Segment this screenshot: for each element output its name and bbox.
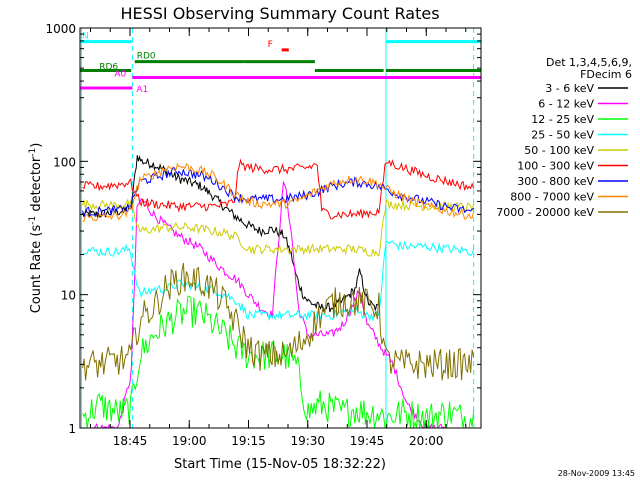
y-axis-label-sup: -1	[28, 216, 38, 225]
y-axis-label-mid: detector	[29, 156, 44, 216]
series-line-4	[82, 198, 475, 257]
x-tick-label: 18:45	[113, 434, 148, 448]
axes: 1 10 100 1000 18:45 19:00 19:15 19:30 19:45 20:00	[45, 22, 482, 448]
x-axis-label: Start Time (15-Nov-05 18:32:22)	[174, 457, 386, 472]
annotation-label-a0: A0	[114, 70, 126, 80]
annotation-label-a1: A1	[136, 85, 148, 95]
y-axis-label-end: )	[29, 143, 44, 148]
annotation-label-rd6: RD6	[99, 63, 118, 73]
legend-header-0: Det 1,3,4,5,6,9,	[546, 56, 632, 69]
legend: Det 1,3,4,5,6,9,FDecim 63 - 6 keV 6 - 12 …	[496, 56, 632, 219]
series-line-7	[82, 162, 475, 223]
y-tick-label: 1	[68, 422, 76, 436]
plot-frame	[79, 27, 482, 429]
series-line-8	[82, 262, 475, 381]
x-tick-label: 19:45	[350, 434, 385, 448]
x-tick-label: 19:00	[172, 434, 207, 448]
x-tick-label: 19:30	[290, 434, 325, 448]
series-line-1	[82, 180, 446, 428]
legend-label-4: 50 - 100 keV	[524, 144, 594, 157]
plot-clip-group	[80, 28, 481, 428]
legend-label-3: 25 - 50 keV	[531, 129, 594, 142]
y-tick-label: 100	[53, 155, 76, 169]
y-axis-label-start: Count Rate (s	[29, 225, 44, 314]
chart-title: HESSI Observing Summary Count Rates	[120, 4, 439, 23]
legend-label-7: 800 - 7000 keV	[510, 191, 594, 204]
x-tick-label: 20:00	[409, 434, 444, 448]
footer-timestamp: 28-Nov-2009 13:45	[558, 469, 635, 478]
legend-label-2: 12 - 25 keV	[531, 113, 594, 126]
y-axis-label-sup2: -1	[28, 148, 38, 157]
legend-label-8: 7000 - 20000 keV	[496, 206, 594, 219]
legend-header-1: FDecim 6	[580, 68, 632, 81]
series-line-5	[82, 158, 475, 220]
legend-label-5: 100 - 300 keV	[517, 160, 594, 173]
x-tick-label: 19:15	[231, 434, 266, 448]
series-line-3	[82, 240, 475, 322]
annotation-label-rd0: RD0	[137, 52, 156, 62]
annotation-label-n: N	[82, 32, 89, 42]
series-line-0	[82, 155, 380, 314]
y-axis-label: Count Rate (s-1 detector-1)	[28, 143, 44, 314]
legend-label-0: 3 - 6 keV	[545, 82, 594, 95]
annotation-label-f: F	[268, 40, 273, 50]
legend-label-1: 6 - 12 keV	[538, 98, 594, 111]
legend-label-6: 300 - 800 keV	[517, 175, 594, 188]
y-tick-label: 1000	[45, 22, 76, 36]
y-tick-label: 10	[61, 289, 76, 303]
series-line-6	[82, 167, 474, 218]
